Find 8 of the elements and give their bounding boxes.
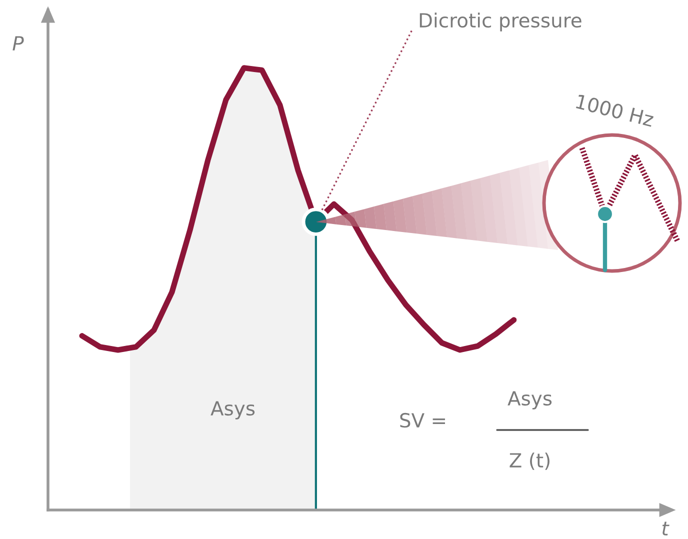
annotation: Asys (508, 391, 552, 410)
text: t (662, 522, 670, 536)
annotation: Asys (210, 401, 255, 420)
text: Dicrotic pressure (420, 12, 582, 32)
annotation: Z (t) (510, 452, 550, 470)
annotation: SV = (400, 412, 445, 428)
text: 1000 Hz (576, 94, 654, 128)
y-axis-title: P (12, 36, 24, 50)
